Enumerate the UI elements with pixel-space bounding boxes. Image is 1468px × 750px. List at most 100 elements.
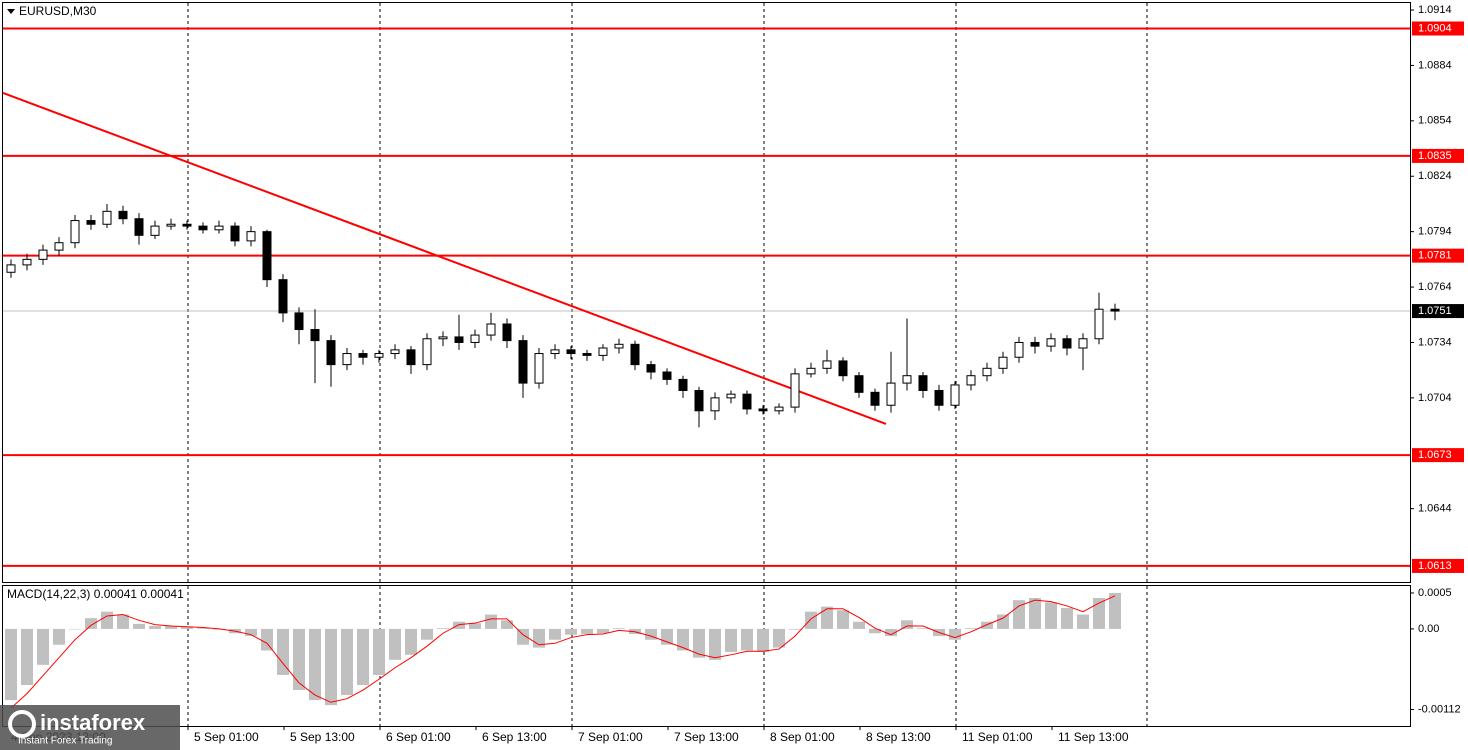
macd-bar [613,628,625,629]
macd-bar [421,628,433,640]
macd-bar [325,628,337,706]
candle-body [822,360,832,369]
y-tick-label: 1.0854 [1418,115,1452,127]
candle-body [262,231,272,281]
candle-body [150,225,160,236]
macd-bar [917,628,929,629]
candle-body [6,264,16,273]
candle-body [710,397,720,412]
candle-body [486,323,496,336]
macd-bar [517,628,529,645]
macd-label: MACD(14,22,3) 0.00041 0.00041 [7,587,184,601]
candle-body [582,353,592,356]
macd-y-tick-label: -0.00112 [1418,703,1461,715]
candle-body [1062,338,1072,349]
macd-bar [501,620,513,629]
candle-body [902,375,912,384]
candle-body [358,353,368,358]
candle-body [598,347,608,356]
candle-body [934,389,944,406]
level-label: 1.0904 [1418,22,1452,34]
macd-bar [37,628,49,665]
candle-body [742,393,752,410]
y-tick-label: 1.0704 [1418,392,1452,404]
y-tick-label: 1.0734 [1418,336,1452,348]
candle-body [214,225,224,231]
candle-body [294,312,304,331]
candle-body [966,375,976,386]
logo-tagline: Instant Forex Trading [18,736,113,747]
candle-body [246,231,256,242]
candle-body [854,375,864,393]
macd-bar [149,626,161,629]
macd-bar [757,628,769,652]
candle-body [726,393,736,399]
macd-bar [805,611,817,629]
candle-body [1046,338,1056,347]
x-tick-label: 6 Sep 13:00 [482,730,547,744]
macd-bar [357,628,369,686]
macd-bar [597,628,609,634]
macd-y-tick-label: 0.00 [1418,623,1439,635]
macd-bar [101,611,113,629]
candle-body [870,391,880,406]
candle-body [278,279,288,314]
candle-body [1014,341,1024,358]
macd-bar [965,628,977,629]
candle-body [982,367,992,377]
candle-body [406,349,416,366]
macd-bar [245,628,257,637]
x-tick-label: 7 Sep 01:00 [578,730,643,744]
macd-bar [389,628,401,660]
candle-body [38,249,48,260]
candle-body [454,336,464,343]
candle-body [886,382,896,406]
macd-bar [549,628,561,640]
level-label: 1.0781 [1418,250,1452,262]
candle-body [1078,338,1088,349]
x-tick-label: 5 Sep 13:00 [290,730,355,744]
level-box [1412,448,1464,463]
price-panel-border [2,2,1411,583]
macd-bar [405,628,417,655]
macd-bar [1061,608,1073,629]
macd-bar [117,614,129,629]
candle-body [518,340,528,384]
candle-body [134,218,144,236]
candle-body [198,225,208,231]
macd-y-tick-label: 0.0005 [1418,587,1452,599]
macd-bar [133,623,145,629]
macd-bar [293,628,305,691]
level-box [1412,21,1464,36]
logo-background [0,705,180,750]
candle-body [102,210,112,225]
x-tick-label: 11 Sep 13:00 [1058,730,1129,744]
macd-bar [853,621,865,629]
macd-bar [277,628,289,675]
symbol-menu-arrow[interactable] [7,9,15,14]
candle-body [694,389,704,412]
candle-body [1110,308,1120,312]
macd-bar [885,628,897,637]
candle-body [678,378,688,391]
candle-body [166,223,176,227]
candle-body [70,220,80,244]
macd-bar [645,628,657,640]
candle-body [534,353,544,384]
macd-bar [1029,598,1041,629]
level-box [1412,248,1464,263]
macd-bar [453,621,465,629]
level-label: 1.0835 [1418,150,1452,162]
x-tick-label: 5 Sep 01:00 [194,730,259,744]
macd-bar [85,618,97,629]
candle-body [118,210,128,220]
candle-body [230,225,240,242]
y-tick-label: 1.0824 [1418,170,1452,182]
candle-body [422,338,432,366]
x-tick-label: 7 Sep 13:00 [674,730,739,744]
macd-bar [485,614,497,629]
macd-bar [469,623,481,629]
candle-body [342,353,352,366]
candle-body [630,343,640,366]
